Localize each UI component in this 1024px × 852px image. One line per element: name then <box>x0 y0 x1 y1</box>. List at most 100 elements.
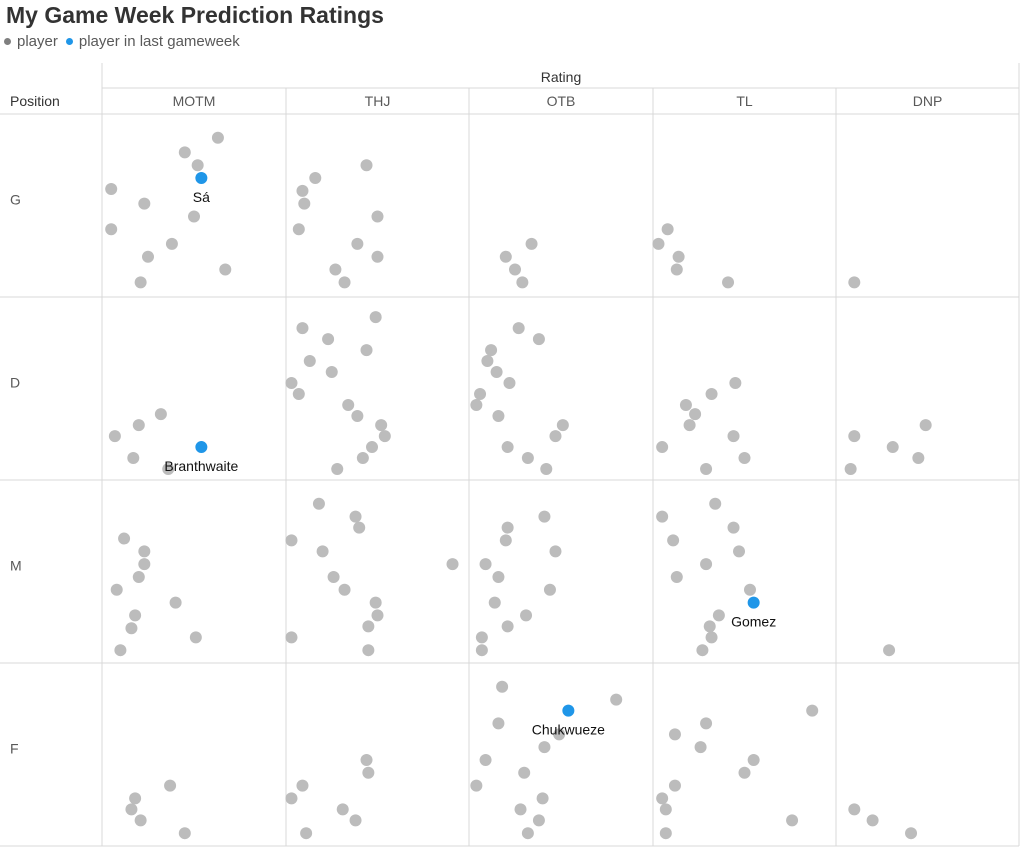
player-point <box>689 408 702 421</box>
player-point <box>501 521 514 534</box>
player-point <box>670 263 683 276</box>
player-point <box>549 430 562 443</box>
player-point <box>556 419 569 432</box>
player-point <box>727 430 740 443</box>
player-point <box>670 570 683 583</box>
player-point <box>165 237 178 250</box>
highlight-player-point <box>562 704 575 717</box>
player-point <box>694 741 707 754</box>
player-point <box>738 766 751 779</box>
player-point <box>672 250 685 263</box>
player-point <box>312 497 325 510</box>
player-point <box>729 377 742 390</box>
player-point <box>366 441 379 454</box>
row-label-m: M <box>10 558 22 574</box>
row-label-g: G <box>10 192 21 208</box>
player-point <box>700 717 713 730</box>
point-label: Chukwueze <box>532 722 605 738</box>
chart-title: My Game Week Prediction Ratings <box>6 2 384 28</box>
player-point <box>475 631 488 644</box>
player-point <box>747 753 760 766</box>
player-point <box>303 355 316 368</box>
player-point <box>285 534 298 547</box>
player-point <box>360 344 373 357</box>
player-point <box>540 463 553 476</box>
player-point <box>105 223 118 236</box>
player-point <box>371 609 384 622</box>
player-point <box>188 210 200 223</box>
player-point <box>110 583 123 596</box>
row-label-f: F <box>10 741 19 757</box>
player-point <box>475 644 488 657</box>
player-point <box>525 237 538 250</box>
player-point <box>105 183 118 196</box>
player-point <box>479 558 492 571</box>
player-point <box>296 779 309 792</box>
player-point <box>521 452 534 465</box>
player-point <box>656 441 669 454</box>
column-label-tl: TL <box>736 93 753 109</box>
player-point <box>138 558 151 571</box>
player-point <box>470 779 483 792</box>
points <box>105 131 932 840</box>
player-point <box>296 322 309 335</box>
highlight-player-point <box>195 441 208 454</box>
player-point <box>503 377 516 390</box>
player-point <box>538 741 551 754</box>
player-point <box>369 311 382 324</box>
player-point <box>488 596 501 609</box>
player-point <box>661 223 674 236</box>
player-point <box>169 596 182 609</box>
player-point <box>722 276 735 289</box>
column-label-dnp: DNP <box>913 93 943 109</box>
player-point <box>700 463 713 476</box>
player-point <box>919 419 932 432</box>
player-point <box>659 803 672 816</box>
player-point <box>738 452 751 465</box>
player-point <box>553 728 566 741</box>
column-axis-label: Rating <box>541 69 581 85</box>
player-point <box>178 146 191 159</box>
player-point <box>371 210 384 223</box>
player-point <box>142 250 154 263</box>
player-point <box>886 441 899 454</box>
player-point <box>322 333 335 346</box>
player-point <box>285 377 298 390</box>
player-point <box>164 779 177 792</box>
player-point <box>178 827 191 840</box>
player-point <box>292 223 305 236</box>
player-point <box>362 644 375 657</box>
player-point <box>446 558 459 571</box>
player-point <box>125 622 138 635</box>
highlight-player-point <box>195 172 208 185</box>
point-label: Gomez <box>731 614 776 630</box>
player-point <box>375 419 388 432</box>
player-point <box>709 497 722 510</box>
player-point <box>360 159 373 172</box>
player-point <box>189 631 202 644</box>
player-point <box>703 620 716 633</box>
player-point <box>211 131 224 144</box>
point-label: Branthwaite <box>164 458 238 474</box>
column-label-thj: THJ <box>365 93 391 109</box>
player-point <box>369 596 382 609</box>
player-point <box>509 263 521 276</box>
player-point <box>129 609 142 622</box>
player-point <box>696 644 709 657</box>
player-point <box>349 814 362 827</box>
player-point <box>154 408 167 421</box>
player-point <box>700 558 713 571</box>
highlight-player-point <box>747 596 760 609</box>
player-point <box>512 322 525 335</box>
player-point <box>656 792 669 805</box>
point-label: Sá <box>193 189 210 205</box>
player-point <box>351 237 364 250</box>
player-point <box>134 814 147 827</box>
player-point <box>844 463 857 476</box>
player-point <box>532 814 545 827</box>
player-point <box>514 803 527 816</box>
player-point <box>806 704 819 717</box>
player-point <box>848 276 861 289</box>
player-point <box>518 766 531 779</box>
player-point <box>338 276 351 289</box>
